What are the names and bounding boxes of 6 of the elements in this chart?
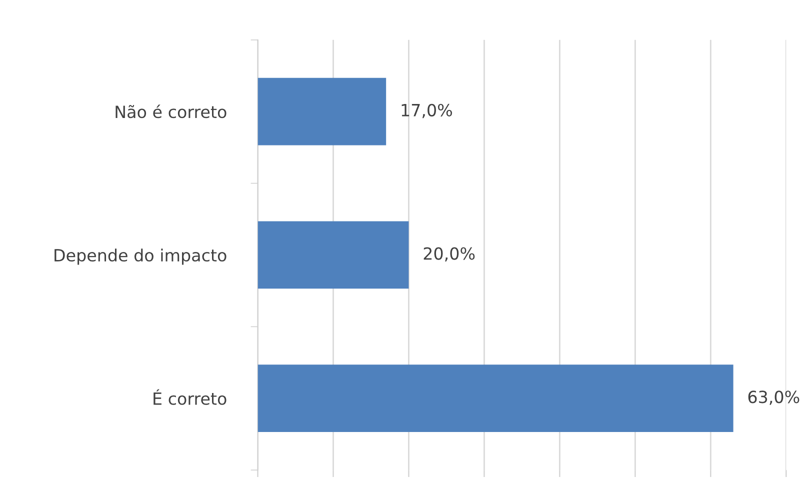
- data-label: 63,0%: [748, 390, 800, 405]
- y-tick-label: Depende do impacto: [54, 248, 226, 265]
- data-label: 17,0%: [402, 104, 452, 118]
- y-tick-label: É correto: [154, 389, 226, 405]
- data-label: 20,0%: [424, 247, 475, 262]
- y-tick-label: Não é correto: [116, 104, 226, 118]
